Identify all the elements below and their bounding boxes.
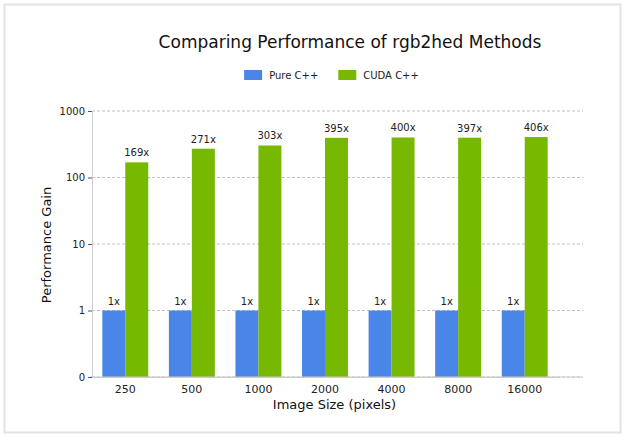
legend-swatch [338, 70, 356, 80]
x-tick-label: 4000 [378, 383, 406, 396]
bar [525, 137, 548, 377]
x-axis-line [93, 377, 559, 378]
bar [192, 149, 215, 377]
bar [502, 311, 525, 378]
data-label: 1x [108, 296, 120, 307]
x-tick-label: 1000 [244, 383, 272, 396]
x-tick: 4000 [378, 377, 406, 396]
y-tick-label: 10 [72, 239, 85, 250]
x-tick-label: 2000 [311, 383, 339, 396]
data-label: 1x [307, 296, 319, 307]
y-tick: 1000 [60, 106, 92, 117]
data-label: 1x [441, 296, 453, 307]
x-tick: 250 [115, 377, 136, 396]
data-label: 406x [524, 122, 549, 133]
legend-item: CUDA C++ [338, 70, 419, 81]
legend-label: CUDA C++ [363, 70, 419, 81]
data-label: 397x [457, 123, 482, 134]
y-tick-label: 0 [79, 372, 85, 383]
data-label: 271x [191, 134, 216, 145]
y-tick: 1 [79, 305, 92, 316]
data-label: 1x [374, 296, 386, 307]
y-tick: 100 [66, 172, 92, 183]
x-axis: 250 500 1000 2000 4000 8000 16000 [93, 377, 559, 396]
data-label: 1x [507, 296, 519, 307]
frame [5, 5, 621, 433]
bar [169, 311, 192, 378]
legend-label: Pure C++ [269, 70, 318, 81]
baseline [90, 377, 583, 378]
data-label: 1x [241, 296, 253, 307]
x-tick-label: 250 [115, 383, 136, 396]
x-tick: 2000 [311, 377, 339, 396]
bar [392, 137, 415, 377]
x-tick: 8000 [444, 377, 472, 396]
bars [102, 137, 547, 377]
bar [325, 138, 348, 377]
data-label: 303x [257, 130, 282, 141]
grid [92, 111, 583, 377]
bar [102, 311, 125, 378]
y-tick-label: 1 [79, 305, 85, 316]
data-label: 1x [174, 296, 186, 307]
y-tick-mark [88, 311, 92, 312]
legend: Pure C++ CUDA C++ [244, 70, 419, 81]
x-tick: 500 [181, 377, 202, 396]
x-tick-label: 16000 [507, 383, 542, 396]
y-tick-label: 1000 [60, 106, 85, 117]
y-axis: 0 1 10 100 1000 [60, 106, 93, 383]
y-tick: 0 [79, 372, 92, 383]
y-tick-mark [88, 377, 92, 378]
bar [258, 145, 281, 377]
x-tick: 16000 [507, 377, 542, 396]
x-axis-title: Image Size (pixels) [273, 397, 396, 412]
y-tick-mark [88, 244, 92, 245]
x-tick-label: 500 [181, 383, 202, 396]
title: Comparing Performance of rgb2hed Methods [159, 32, 542, 52]
bar [235, 311, 258, 378]
y-tick-mark [88, 111, 92, 112]
data-label: 395x [324, 123, 349, 134]
bar [458, 138, 481, 377]
y-tick-mark [88, 178, 92, 179]
legend-swatch [244, 70, 262, 80]
data-label: 169x [124, 147, 149, 158]
bar [369, 311, 392, 378]
legend-item: Pure C++ [244, 70, 318, 81]
grid-line [92, 111, 583, 112]
x-tick: 1000 [244, 377, 272, 396]
bar [302, 311, 325, 378]
x-tick-label: 8000 [444, 383, 472, 396]
bar [125, 162, 148, 377]
chart: 0 1 10 100 1000 250 500 1000 2000 4000 8000 16000 1x… [0, 0, 625, 437]
y-tick-label: 100 [66, 172, 85, 183]
y-axis-title: Performance Gain [39, 187, 54, 303]
y-axis-line [92, 112, 93, 378]
data-labels: 1x 1x 1x 1x 1x 1x 1x 169x 271x 303x 395x 400x 397x 40… [108, 122, 549, 306]
y-tick: 10 [72, 239, 92, 250]
bar [435, 311, 458, 378]
data-label: 400x [391, 122, 416, 133]
